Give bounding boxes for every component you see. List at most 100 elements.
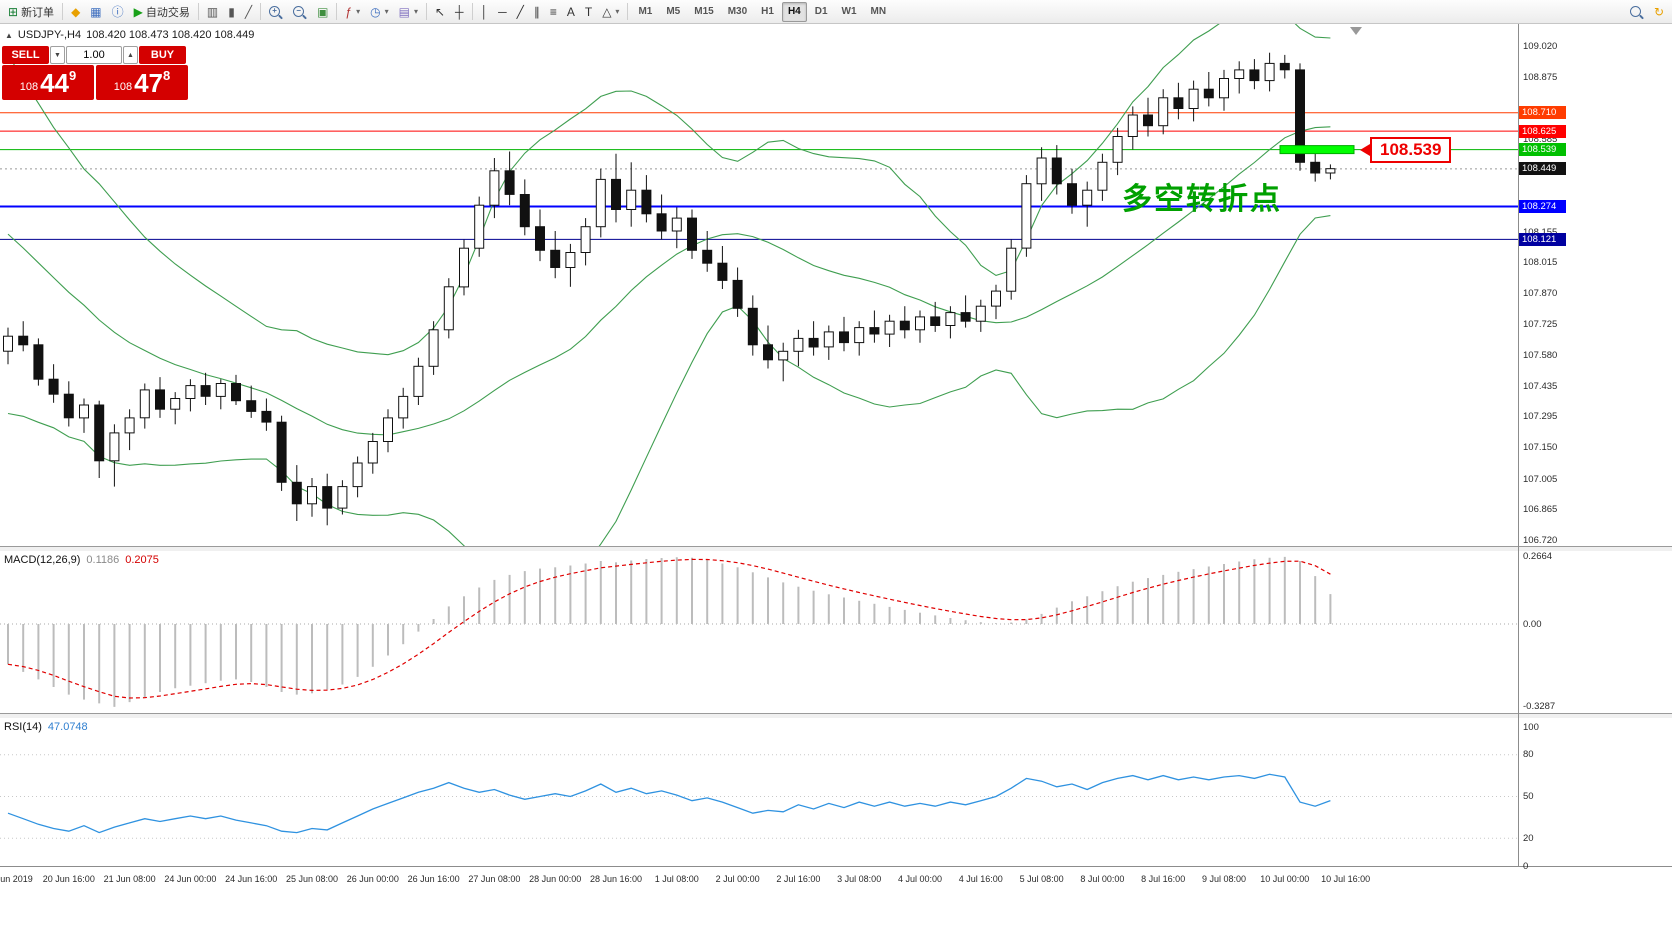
play-icon: ▶ (133, 4, 143, 19)
price-line-label: 108.274 (1519, 200, 1566, 213)
price-scale-label[interactable]: 108.585 (1523, 134, 1558, 146)
timeframe-m5[interactable]: M5 (666, 6, 681, 17)
price-scale-label[interactable]: 107.295 (1523, 411, 1558, 423)
timeframe-m30[interactable]: M30 (727, 6, 748, 17)
cursor-icon: ↖ (434, 4, 446, 19)
one-click-collapse-icon[interactable]: ▲ (5, 30, 13, 40)
new-order-button[interactable]: ⊞ 新订单 (3, 1, 59, 23)
price-scale-label[interactable]: 107.870 (1523, 287, 1558, 299)
rsi-canvas[interactable] (0, 718, 1518, 866)
timeframe-m1[interactable]: M1 (638, 6, 653, 17)
time-axis-label: 4 Jul 16:00 (958, 874, 1003, 884)
price-scale-label[interactable]: 108.155 (1523, 226, 1557, 239)
vertical-line-button[interactable]: │ (476, 1, 494, 23)
indicators-button[interactable]: ƒ ▾ (340, 1, 365, 23)
price-scale-label[interactable]: 109.020 (1523, 40, 1558, 52)
cursor-button[interactable]: ↖ (430, 1, 450, 23)
text-label-button[interactable]: T (580, 1, 597, 23)
rsi-scale-label[interactable]: 80 (1523, 749, 1534, 761)
macd-scale-label[interactable]: -0.3287 (1523, 701, 1556, 713)
trendline-button[interactable]: ╱ (512, 1, 529, 23)
price-scale-label[interactable]: 107.725 (1523, 318, 1558, 330)
mql-market-button[interactable]: ◆ (66, 1, 85, 23)
price-scale-label[interactable]: 107.435 (1523, 381, 1558, 393)
templates-button[interactable]: ▤ ▾ (394, 1, 423, 23)
timeframe-w1[interactable]: W1 (841, 6, 857, 17)
trendline-icon: ╱ (516, 4, 524, 19)
zoom-out-icon: − (293, 6, 305, 17)
time-axis-label: 10 Jul 00:00 (1260, 874, 1310, 884)
time-axis-label: 25 Jun 08:00 (285, 874, 339, 884)
dropdown-arrow-icon[interactable]: ▾ (615, 7, 620, 16)
rsi-scale-label[interactable]: 0 (1523, 860, 1529, 872)
price-scale-label[interactable]: 106.865 (1523, 503, 1558, 515)
price-scale-label[interactable]: 107.580 (1523, 350, 1558, 362)
grid-icon: ▦ (90, 4, 102, 19)
timeframe-d1[interactable]: D1 (814, 6, 828, 17)
macd-canvas[interactable] (0, 551, 1518, 713)
rsi-label: RSI(14) 47.0748 (4, 721, 88, 733)
volume-input[interactable] (66, 46, 122, 64)
time-axis-label: 2 Jul 16:00 (776, 874, 821, 884)
price-scale-label[interactable]: 107.005 (1523, 473, 1558, 485)
time-axis-label: 8 Jul 00:00 (1080, 874, 1125, 884)
channel-button[interactable]: ∥ (529, 1, 545, 23)
macd-scale-label[interactable]: 0.00 (1523, 618, 1542, 630)
price-scale-label[interactable]: 106.720 (1523, 534, 1558, 546)
price-scale-label[interactable]: 108.015 (1523, 256, 1558, 268)
price-scale-label[interactable]: 107.150 (1523, 442, 1558, 454)
rsi-scale-label[interactable]: 20 (1523, 832, 1534, 844)
rsi-scale-label[interactable]: 100 (1523, 721, 1539, 733)
panel-divider[interactable] (0, 546, 1672, 551)
tile-windows-button[interactable]: ▣ (312, 1, 333, 23)
rsi-value: 47.0748 (47, 721, 88, 733)
panel-divider[interactable] (0, 713, 1672, 718)
crosshair-button[interactable]: ┼ (450, 1, 469, 23)
timeframe-h4[interactable]: H4 (781, 1, 807, 22)
text-button[interactable]: A (562, 1, 580, 23)
price-callout-label[interactable]: 108.539 (1359, 136, 1452, 163)
periods-button[interactable]: ◷ ▾ (365, 1, 394, 23)
buy-button[interactable]: BUY (139, 46, 186, 64)
main-chart-canvas[interactable] (0, 24, 1518, 546)
bar-chart-button[interactable]: ▥ (202, 1, 223, 23)
time-axis-label: 24 Jun 16:00 (225, 874, 278, 884)
community-button[interactable]: ↻ (1649, 1, 1669, 23)
volume-down-button[interactable]: ▼ (50, 46, 65, 64)
sell-price-button[interactable]: 108 44 9 (2, 65, 94, 100)
volume-up-button[interactable]: ▲ (123, 46, 138, 64)
label-icon: T (584, 4, 593, 19)
macd-scale-label[interactable]: 0.2664 (1523, 551, 1553, 563)
toolbar-separator (627, 3, 629, 20)
sell-button[interactable]: SELL (2, 46, 49, 64)
time-axis-label: 9 Jul 08:00 (1201, 874, 1247, 884)
autotrade-button[interactable]: ▶ 自动交易 (129, 1, 195, 23)
fibonacci-button[interactable]: ≡ (545, 1, 562, 23)
candlestick-chart-button[interactable]: ▮ (223, 1, 240, 23)
buy-price-point: 8 (163, 68, 171, 83)
timeframe-h1[interactable]: H1 (761, 6, 774, 17)
data-window-button[interactable]: ⓘ (107, 1, 129, 23)
rsi-scale-label[interactable]: 50 (1523, 791, 1534, 802)
dropdown-arrow-icon[interactable]: ▾ (384, 7, 389, 16)
macd-main-value: 0.1186 (86, 554, 120, 566)
horizontal-line-button[interactable]: ─ (493, 1, 512, 23)
line-chart-icon: ╱ (244, 4, 253, 19)
diamond-icon: ◆ (71, 4, 81, 19)
highlight-bar (1279, 145, 1355, 155)
search-button[interactable] (1625, 1, 1649, 23)
dropdown-arrow-icon[interactable]: ▾ (356, 7, 361, 16)
time-axis[interactable]: 20 Jun 2019 20 Jun 16:00 21 Jun 08:00 24 Ju… (0, 866, 1672, 945)
price-scale-border[interactable] (1518, 24, 1519, 866)
arrows-button[interactable]: △ ▾ (597, 1, 624, 23)
chart-window-button[interactable]: ▦ (85, 1, 106, 23)
zoom-in-button[interactable]: + (264, 1, 288, 23)
dropdown-arrow-icon[interactable]: ▾ (413, 7, 418, 16)
timeframe-mn[interactable]: MN (870, 6, 887, 17)
price-scale-label[interactable]: 108.875 (1523, 71, 1558, 83)
zoom-out-button[interactable]: − (288, 1, 312, 23)
line-chart-button[interactable]: ╱ (240, 1, 257, 23)
timeframe-m15[interactable]: M15 (694, 6, 714, 17)
buy-price-button[interactable]: 108 47 8 (96, 65, 188, 100)
vline-icon: │ (480, 4, 489, 19)
